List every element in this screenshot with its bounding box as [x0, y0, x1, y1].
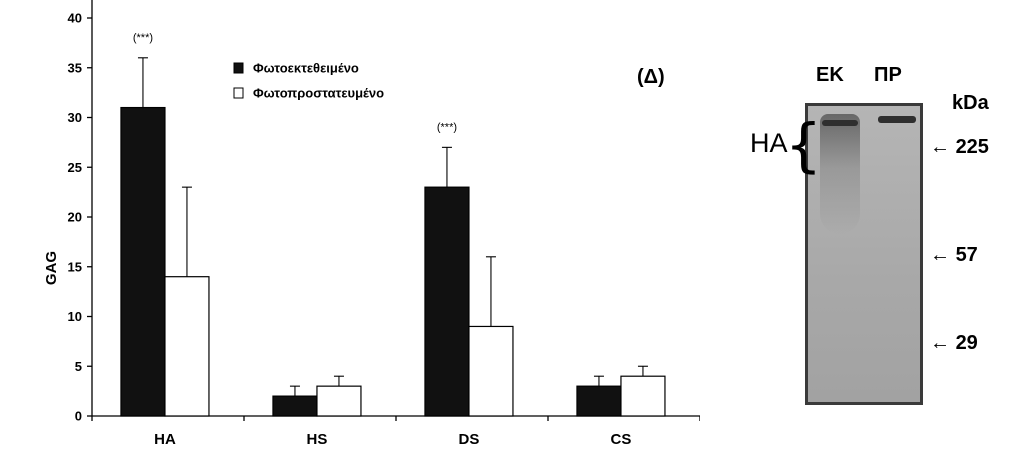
gel-blot: [805, 103, 923, 405]
bar-series-group: [120, 106, 666, 417]
lane-label-pr: ΠΡ: [874, 64, 902, 86]
marker-value: 57: [955, 244, 978, 266]
legend-swatch: [233, 62, 244, 74]
marker-57: ← 57: [930, 244, 978, 267]
x-tick-label: DS: [459, 431, 480, 448]
bar-ds-exposed: [424, 186, 470, 417]
arrow-left-icon: ←: [930, 136, 950, 158]
lane-label-ek: ΕΚ: [816, 64, 844, 86]
y-axis: 0 5 10 15 20 25 30 35 40: [68, 0, 93, 424]
marker-value: 225: [955, 136, 989, 158]
blot-band-label: HA: [750, 128, 788, 158]
bar-ha-protected: [164, 276, 210, 417]
arrow-left-icon: ←: [930, 244, 950, 266]
y-tick-label: 10: [68, 309, 82, 324]
arrow-left-icon: ←: [930, 332, 950, 354]
legend-label: Φωτοεκτεθειμένο: [253, 61, 359, 76]
y-tick-label: 40: [68, 11, 82, 26]
legend-label: Φωτοπροστατευμένο: [253, 86, 384, 101]
panel-label: (Δ): [637, 66, 665, 88]
error-bars-group: [137, 57, 648, 397]
x-tick-label: HA: [154, 431, 176, 448]
brace-icon: {: [785, 111, 822, 179]
band-pr: [878, 116, 916, 123]
y-tick-label: 30: [68, 110, 82, 125]
bar-ha-exposed: [120, 106, 166, 417]
y-tick-label: 5: [75, 359, 82, 374]
bar-cs-protected: [620, 375, 666, 417]
y-axis-label: GAG: [43, 251, 60, 285]
y-tick-label: 0: [75, 409, 82, 424]
bar-chart: 0 5 10 15 20 25 30 35 40 HA HS DS CS (***) (***) Φωτ…: [43, 0, 700, 448]
significance-label: (***): [133, 32, 153, 44]
kda-unit-label: kDa: [952, 92, 989, 114]
band-ek: [822, 120, 858, 126]
y-tick-label: 25: [68, 160, 82, 175]
bar-hs-protected: [316, 385, 362, 417]
y-tick-label: 15: [68, 259, 82, 274]
significance-annotations: (***) (***): [133, 32, 457, 134]
y-tick-label: 20: [68, 210, 82, 225]
legend: Φωτοεκτεθειμένο Φωτοπροστατευμένο: [233, 61, 384, 101]
x-axis: HA HS DS CS: [91, 415, 700, 448]
significance-label: (***): [437, 121, 457, 133]
x-tick-label: HS: [307, 431, 328, 448]
marker-29: ← 29: [930, 332, 978, 355]
bar-ds-protected: [468, 325, 514, 417]
bar-cs-exposed: [576, 385, 622, 417]
marker-value: 29: [955, 332, 978, 354]
x-tick-label: CS: [611, 431, 632, 448]
legend-swatch: [233, 87, 244, 99]
y-tick-label: 35: [68, 60, 82, 75]
marker-225: ← 225: [930, 136, 989, 159]
bar-hs-exposed: [272, 395, 318, 417]
lane-smear-ek: [820, 114, 860, 234]
